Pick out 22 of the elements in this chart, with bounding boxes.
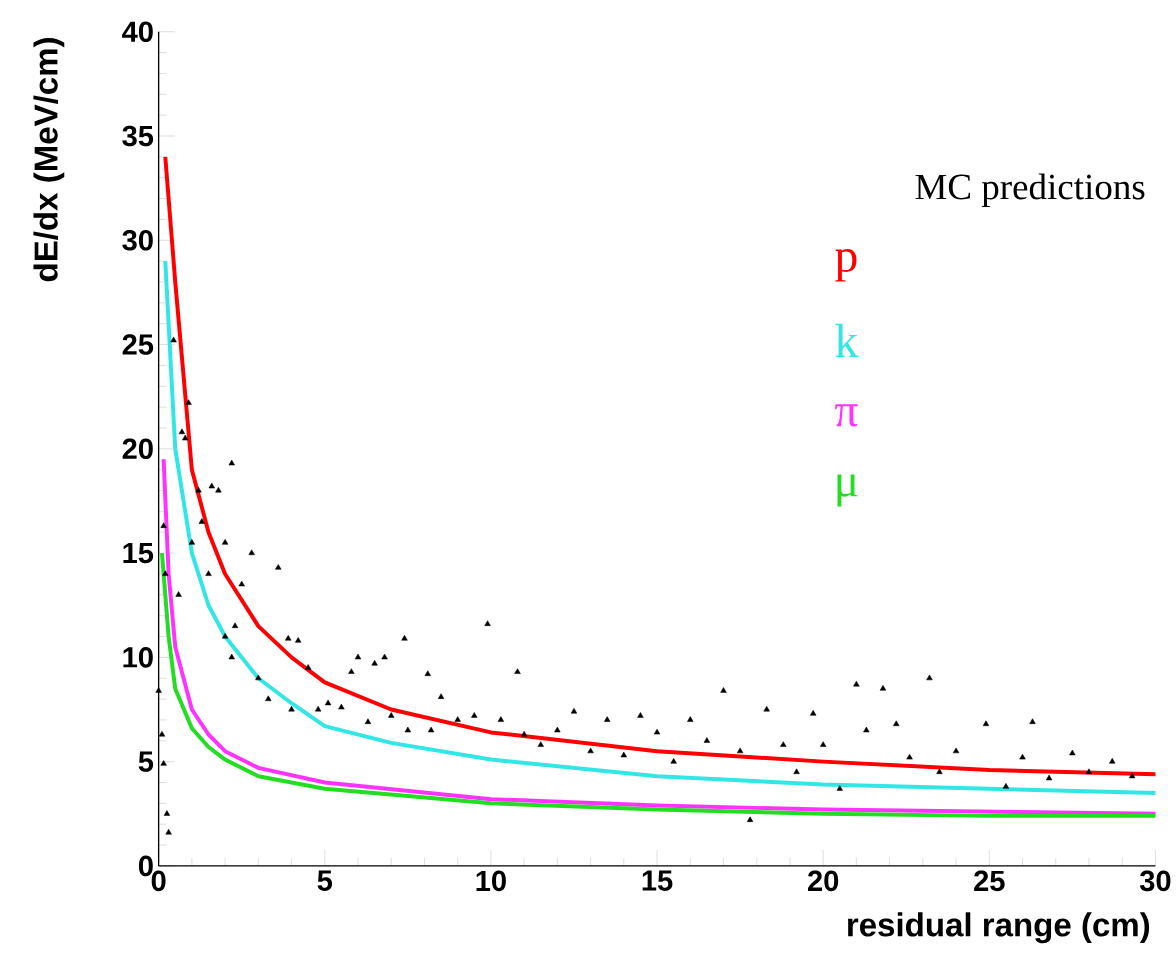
y-tick-label: 10	[123, 647, 153, 668]
y-tick-label: 5	[138, 751, 154, 772]
text: π	[835, 404, 858, 427]
x-tick-label: 5	[317, 870, 333, 892]
y-tick-label: 35	[122, 125, 154, 147]
y-tick-label: 0	[138, 855, 153, 877]
text: p	[835, 249, 857, 282]
text: μ	[837, 474, 858, 507]
text: k	[835, 324, 859, 358]
x-tick-label: 10	[476, 870, 506, 892]
y-axis-title: dE/dx (MeV/cm)	[33, 38, 65, 282]
y-tick-label: 15	[123, 543, 154, 564]
y-tick-label: 30	[122, 230, 153, 251]
x-tick-label: 25	[974, 870, 1005, 892]
x-tick-label: 20	[808, 870, 839, 892]
y-tick-label: 20	[122, 438, 153, 460]
annotation: MC predictions	[915, 173, 1145, 208]
x-tick-label: 30	[1139, 870, 1171, 892]
y-tick-label: 25	[122, 334, 154, 355]
x-axis-title: residual range (cm)	[848, 912, 1150, 944]
y-tick-label: 40	[122, 21, 153, 43]
x-tick-label: 15	[642, 870, 673, 892]
